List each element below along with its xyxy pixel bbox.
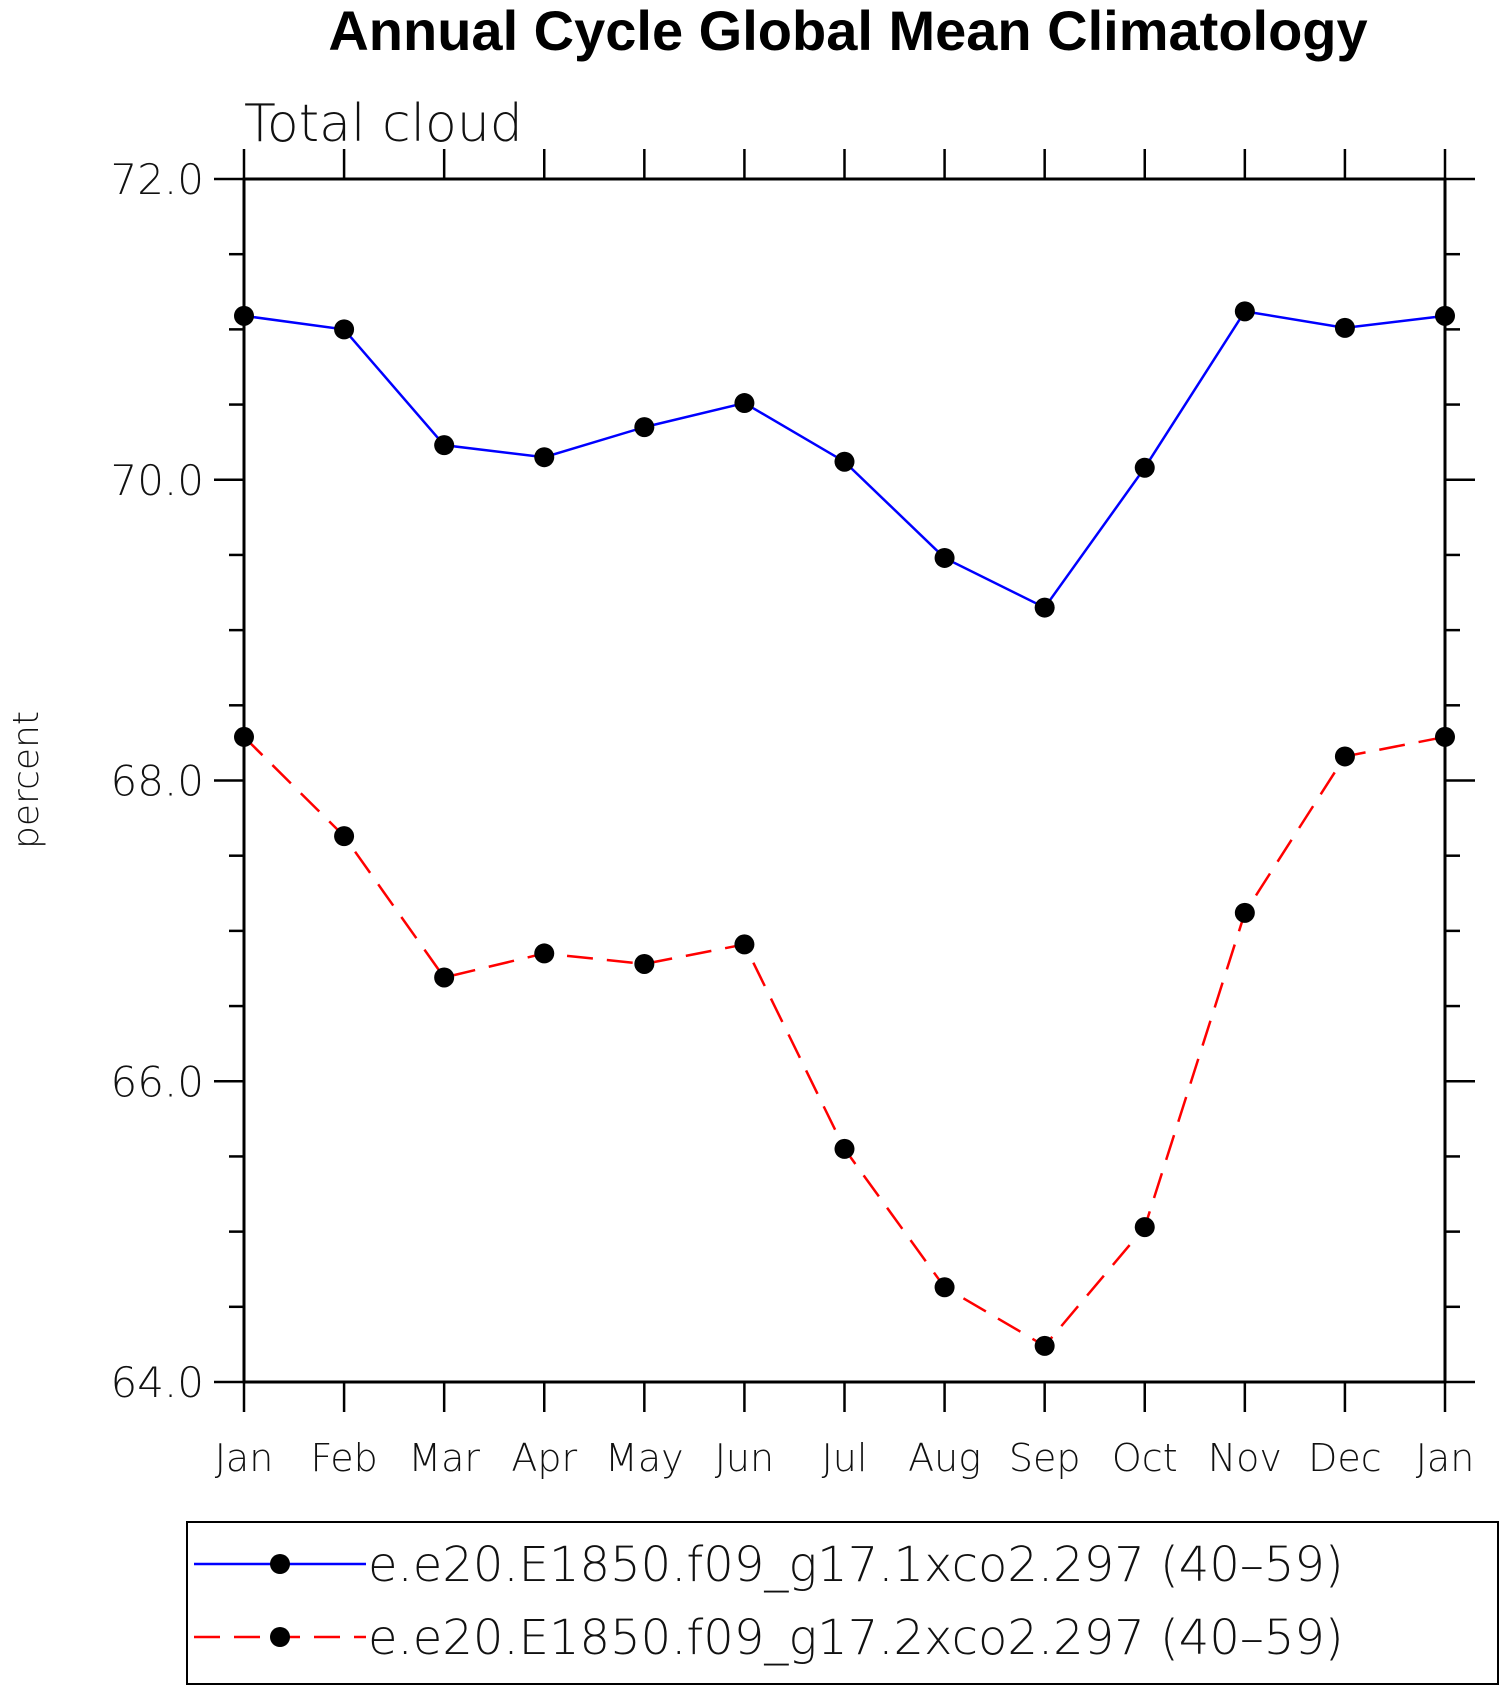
legend-box bbox=[186, 1521, 1499, 1685]
data-point bbox=[1234, 301, 1255, 322]
data-point bbox=[934, 1277, 955, 1298]
data-point bbox=[1134, 1217, 1155, 1238]
data-point bbox=[434, 967, 455, 988]
x-tick-label: Jul bbox=[822, 1436, 868, 1480]
x-tick-label: Nov bbox=[1208, 1436, 1282, 1480]
legend-marker bbox=[270, 1554, 290, 1574]
data-point bbox=[634, 953, 655, 974]
data-point bbox=[334, 826, 355, 847]
x-tick-label: Mar bbox=[408, 1436, 480, 1480]
data-point bbox=[1435, 726, 1455, 747]
series-line bbox=[243, 735, 1446, 1348]
y-tick-label: 72.0 bbox=[110, 155, 204, 204]
chart-subtitle: Total cloud bbox=[244, 94, 523, 154]
plot-axes bbox=[214, 149, 1475, 1412]
x-tick-label: Aug bbox=[908, 1436, 981, 1480]
y-tick-labels: 64.0 66.0 68.0 70.0 72.0 bbox=[110, 155, 204, 1407]
x-tick-label: Oct bbox=[1112, 1436, 1178, 1480]
data-point bbox=[434, 435, 455, 456]
y-tick-label: 68.0 bbox=[110, 757, 204, 806]
x-tick-label: Jan bbox=[215, 1436, 274, 1480]
data-point bbox=[1334, 746, 1355, 767]
legend-label: e.e20.E1850.f09_g17.1xco2.297 (40–59) bbox=[368, 1537, 1344, 1593]
data-point bbox=[534, 943, 555, 964]
data-point bbox=[1334, 317, 1355, 338]
y-tick-label: 66.0 bbox=[110, 1057, 204, 1106]
x-tick-label: Jan bbox=[1416, 1436, 1475, 1480]
x-tick-label: Sep bbox=[1009, 1436, 1081, 1480]
x-tick-labels: Jan Feb Mar Apr May Jun Jul Aug Sep Oct Nov Dec Jan bbox=[215, 1436, 1475, 1480]
legend-label: e.e20.E1850.f09_g17.2xco2.297 (40–59) bbox=[368, 1610, 1344, 1666]
data-point bbox=[1034, 597, 1055, 618]
legend: e.e20.E1850.f09_g17.1xco2.297 (40–59) e.e… bbox=[186, 1521, 1499, 1685]
chart-title: Annual Cycle Global Mean Climatology bbox=[328, 0, 1367, 62]
y-axis-label: percent bbox=[6, 711, 47, 849]
legend-entry: e.e20.E1850.f09_g17.2xco2.297 (40–59) bbox=[194, 1610, 1344, 1666]
plot-frame bbox=[242, 177, 1447, 1384]
data-point bbox=[634, 417, 655, 438]
data-point bbox=[934, 547, 955, 568]
x-tick-label: May bbox=[605, 1436, 684, 1480]
x-tick-label: Dec bbox=[1308, 1436, 1382, 1480]
data-point bbox=[1034, 1335, 1055, 1356]
x-tick-label: Apr bbox=[511, 1436, 577, 1480]
x-tick-label: Jun bbox=[715, 1436, 774, 1480]
data-point bbox=[234, 726, 254, 747]
data-point bbox=[1234, 902, 1255, 923]
data-point bbox=[834, 1138, 855, 1159]
x-tick-label: Feb bbox=[310, 1436, 377, 1480]
data-point bbox=[734, 934, 755, 955]
series-1 bbox=[234, 301, 1455, 618]
data-point bbox=[1134, 457, 1155, 478]
data-point bbox=[234, 305, 254, 326]
data-point bbox=[1435, 305, 1455, 326]
legend-entry: e.e20.E1850.f09_g17.1xco2.297 (40–59) bbox=[194, 1537, 1344, 1593]
series-2 bbox=[234, 726, 1455, 1356]
data-point bbox=[834, 451, 855, 472]
data-point bbox=[334, 319, 355, 340]
data-point bbox=[734, 393, 755, 414]
legend-marker bbox=[270, 1627, 290, 1647]
y-tick-label: 70.0 bbox=[110, 456, 204, 505]
data-point bbox=[534, 447, 555, 468]
y-tick-label: 64.0 bbox=[110, 1358, 204, 1407]
series-layer bbox=[234, 301, 1455, 1356]
